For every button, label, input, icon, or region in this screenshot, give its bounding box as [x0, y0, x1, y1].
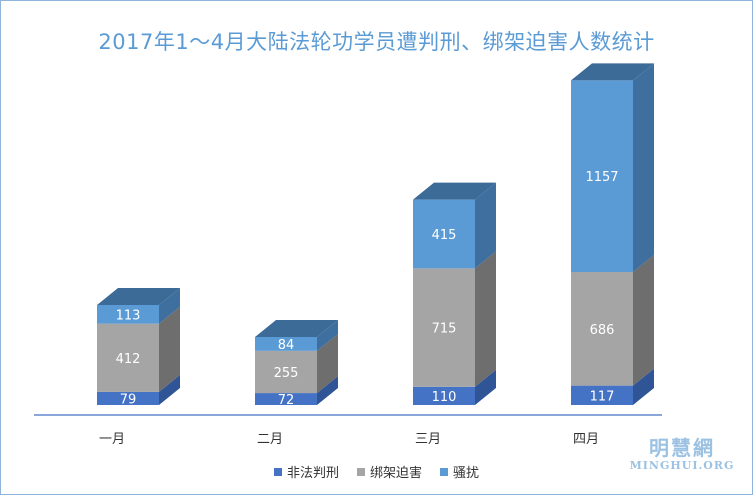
bar-stack-1: 79 412 113	[97, 287, 180, 407]
legend-label-abducted: 绑架迫害	[369, 466, 422, 481]
legend-item-sentenced: 非法判刑	[273, 462, 339, 481]
bar-stack-4: 117 686 1157	[571, 63, 654, 405]
bar-top-1	[97, 287, 180, 305]
legend-label-sentenced: 非法判刑	[286, 466, 339, 481]
legend-swatch-harassed	[440, 467, 448, 476]
minghui-watermark: 明慧網 MINGHUI.ORG	[627, 437, 737, 472]
data-label-abducted-2: 255	[274, 366, 299, 381]
bar-abducted-1-side	[159, 306, 180, 392]
data-label-harassed-3: 415	[432, 228, 457, 243]
bar-harassed-3	[413, 199, 475, 269]
bar-sentenced-2	[255, 393, 317, 405]
bar-abducted-2-side	[317, 333, 338, 394]
bar-sentenced-3-side	[475, 369, 496, 405]
legend-label-harassed: 骚扰	[453, 466, 480, 481]
bar-harassed-2-side	[317, 319, 338, 351]
data-label-sentenced-1: 79	[120, 392, 137, 407]
bar-sentenced-1	[97, 391, 159, 405]
bar-sentenced-4	[571, 385, 633, 405]
watermark-url: MINGHUI.ORG	[629, 459, 735, 472]
data-label-harassed-2: 84	[278, 338, 295, 353]
x-tick-label-4: 四月	[573, 432, 599, 447]
bar-harassed-4	[571, 80, 633, 273]
legend-item-abducted: 绑架迫害	[356, 462, 422, 481]
bar-harassed-3-side	[475, 182, 496, 269]
x-tick-label-2: 二月	[257, 432, 283, 447]
bar-top-3	[413, 182, 496, 200]
bar-harassed-2	[255, 336, 317, 351]
bar-abducted-4-side	[633, 255, 654, 386]
bar-sentenced-3	[413, 386, 475, 405]
data-label-sentenced-3: 110	[432, 390, 457, 405]
bar-abducted-3-side	[475, 251, 496, 387]
legend: 非法判刑 绑架迫害 骚扰	[0, 462, 753, 481]
bar-abducted-4	[571, 272, 633, 386]
data-label-sentenced-4: 117	[590, 389, 615, 404]
legend-item-harassed: 骚扰	[440, 462, 479, 481]
data-label-abducted-3: 715	[432, 322, 457, 337]
bar-stack-3: 110 715 415	[413, 182, 496, 405]
legend-swatch-abducted	[356, 467, 365, 476]
data-label-harassed-4: 1157	[585, 170, 618, 185]
bar-top-4	[571, 63, 654, 81]
x-axis-labels: 一月 二月 三月 四月	[99, 432, 599, 447]
bar-abducted-3	[413, 268, 475, 387]
data-label-harassed-1: 113	[116, 308, 141, 323]
data-label-sentenced-2: 72	[278, 393, 295, 408]
bar-harassed-4-side	[633, 63, 654, 273]
bar-harassed-1-side	[159, 287, 180, 324]
bar-abducted-2	[255, 350, 317, 394]
bar-sentenced-2-side	[317, 376, 338, 405]
bar-abducted-1	[97, 323, 159, 392]
x-tick-label-3: 三月	[415, 432, 441, 447]
bar-top-2	[255, 319, 338, 337]
bar-harassed-1	[97, 304, 159, 324]
data-label-abducted-1: 412	[116, 352, 141, 367]
bar-stack-2: 72 255 84	[255, 319, 338, 408]
bar-sentenced-4-side	[633, 368, 654, 405]
bar-sentenced-1-side	[159, 374, 180, 405]
legend-swatch-sentenced	[273, 467, 282, 476]
data-label-abducted-4: 686	[590, 323, 615, 338]
chart-title: 2017年1～4月大陆法轮功学员遭判刑、绑架迫害人数统计	[98, 30, 655, 54]
x-tick-label-1: 一月	[99, 432, 125, 447]
bar-stacks: 79 412 113 72 255 84 110 715 415 117 686 1157	[97, 63, 654, 408]
watermark-name: 明慧網	[649, 436, 715, 460]
